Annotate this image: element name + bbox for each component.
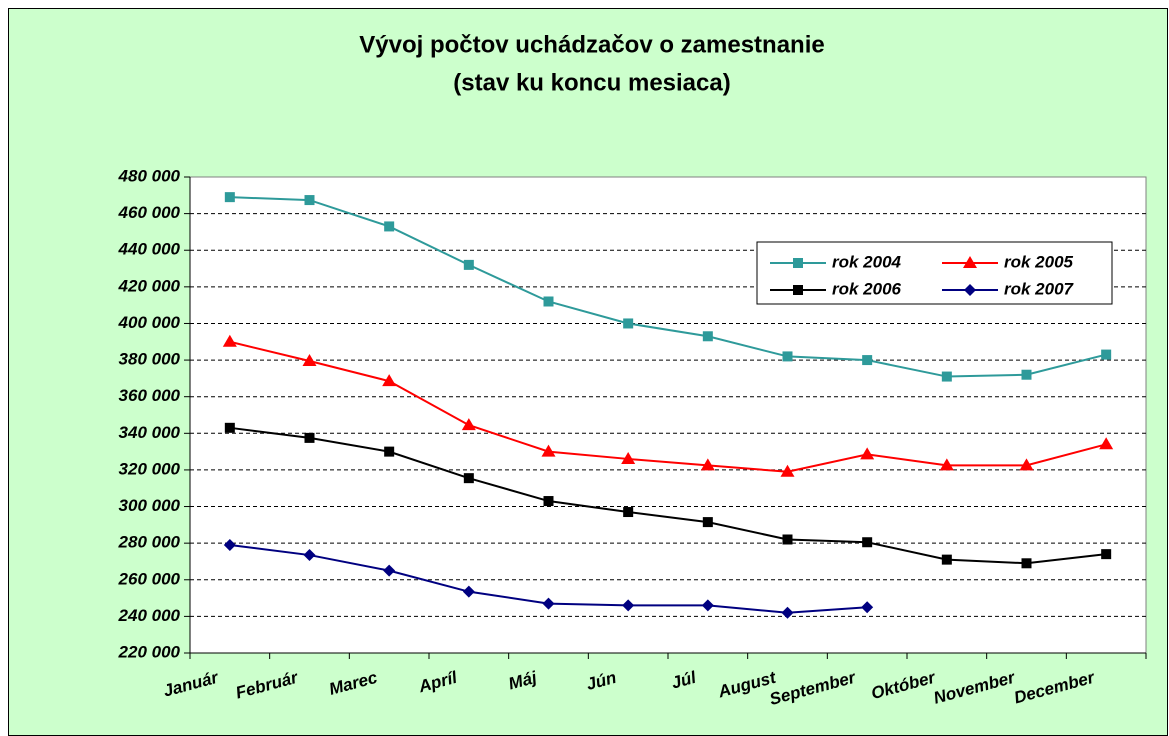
marker <box>1021 369 1032 380</box>
legend-label: rok 2004 <box>832 252 902 271</box>
marker <box>383 564 396 577</box>
y-tick-label: 320 000 <box>119 459 181 478</box>
marker <box>623 318 634 329</box>
marker <box>780 464 795 477</box>
y-tick-label: 300 000 <box>119 496 181 515</box>
y-tick-label: 400 000 <box>118 313 181 332</box>
marker <box>541 444 556 457</box>
marker <box>463 259 474 270</box>
series-line <box>229 196 1107 378</box>
marker <box>939 458 954 471</box>
marker <box>304 432 315 443</box>
marker <box>1021 558 1032 569</box>
marker <box>1101 349 1112 360</box>
legend-marker <box>793 285 803 295</box>
chart-subtitle: (stav ku koncu mesiaca) <box>453 69 730 96</box>
marker <box>941 371 952 382</box>
marker <box>623 507 634 518</box>
marker <box>782 534 793 545</box>
marker <box>542 597 555 610</box>
y-tick-label: 460 000 <box>118 203 181 222</box>
marker <box>1099 437 1114 450</box>
marker <box>224 192 235 203</box>
marker <box>384 446 395 457</box>
marker <box>700 458 715 471</box>
marker <box>702 331 713 342</box>
marker <box>941 554 952 565</box>
y-tick-label: 240 000 <box>118 606 181 625</box>
legend-marker <box>793 258 803 268</box>
y-tick-label: 220 000 <box>118 642 181 661</box>
marker <box>543 296 554 307</box>
marker <box>463 473 474 484</box>
marker <box>222 334 237 347</box>
marker <box>781 606 794 619</box>
marker <box>461 418 476 431</box>
legend-marker <box>963 256 977 268</box>
marker <box>701 599 714 612</box>
marker <box>304 195 315 206</box>
marker <box>303 549 316 562</box>
series-line <box>229 426 1107 565</box>
y-tick-label: 340 000 <box>119 423 181 442</box>
marker <box>860 447 875 460</box>
marker <box>862 355 873 366</box>
y-tick-label: 480 000 <box>118 166 181 185</box>
marker <box>382 374 397 387</box>
series-line <box>229 340 1107 473</box>
marker <box>224 422 235 433</box>
marker <box>622 599 635 612</box>
legend-label: rok 2006 <box>832 279 902 298</box>
marker <box>384 221 395 232</box>
marker <box>302 353 317 366</box>
y-tick-label: 420 000 <box>118 276 181 295</box>
legend-label: rok 2007 <box>1004 279 1075 298</box>
marker <box>702 517 713 528</box>
marker <box>543 496 554 507</box>
marker <box>621 451 636 464</box>
y-tick-label: 280 000 <box>118 533 181 552</box>
y-tick-label: 260 000 <box>118 569 181 588</box>
marker <box>462 585 475 598</box>
marker <box>1019 458 1034 471</box>
y-tick-label: 380 000 <box>119 350 181 369</box>
marker <box>861 601 874 614</box>
legend <box>756 241 1113 305</box>
y-tick-label: 440 000 <box>118 240 181 259</box>
marker <box>862 537 873 548</box>
chart-title: Vývoj počtov uchádzačov o zamestnanie <box>359 31 824 58</box>
marker <box>223 538 236 551</box>
legend-label: rok 2005 <box>1004 252 1074 271</box>
marker <box>782 351 793 362</box>
legend-marker <box>964 284 976 296</box>
marker <box>1101 549 1112 560</box>
y-tick-label: 360 000 <box>119 386 181 405</box>
